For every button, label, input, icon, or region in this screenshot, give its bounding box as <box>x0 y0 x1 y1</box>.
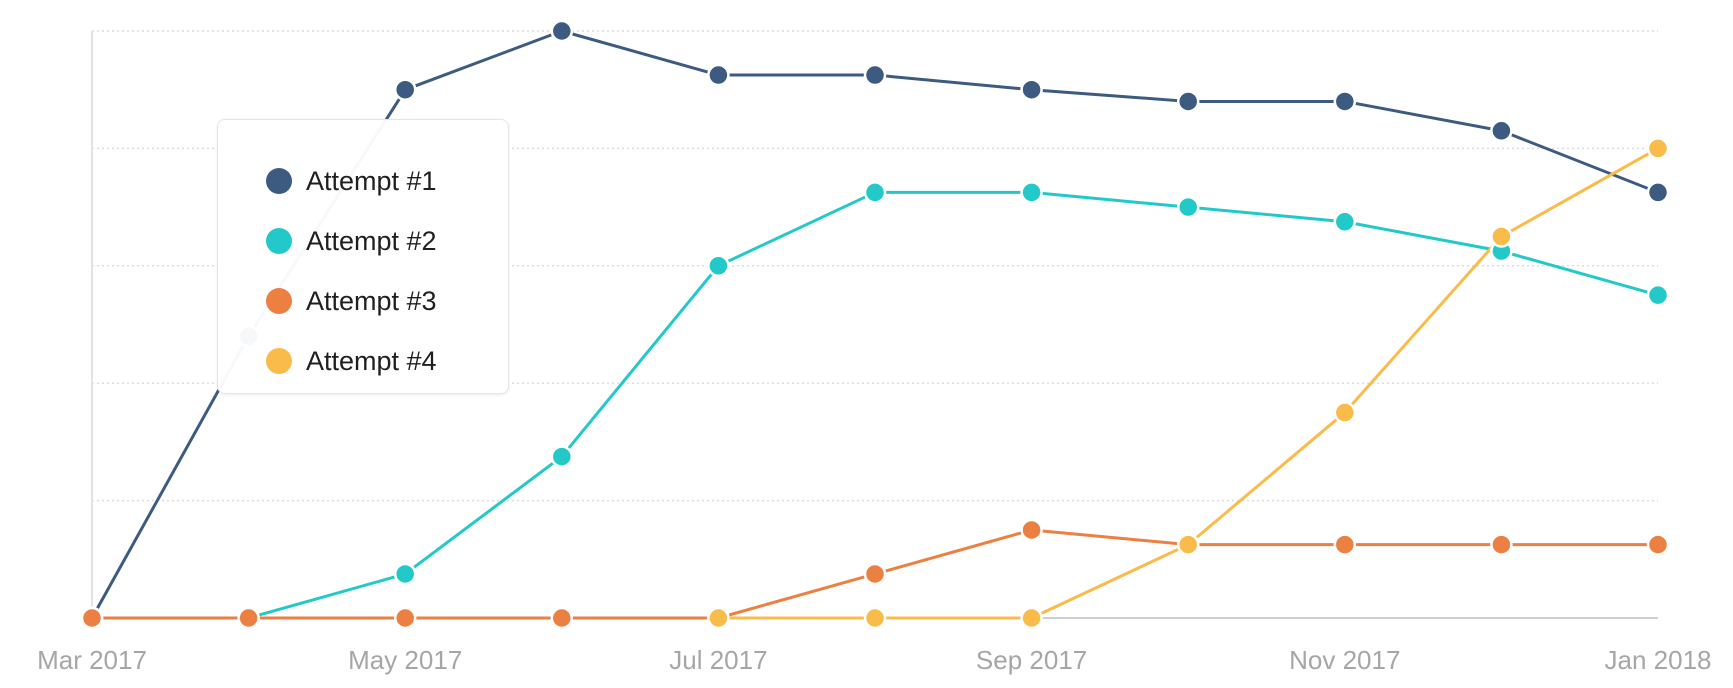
legend-label-attempt-2: Attempt #2 <box>306 225 437 256</box>
legend-label-attempt-1: Attempt #1 <box>306 165 437 196</box>
data-point-attempt-1[interactable] <box>393 78 417 101</box>
data-point-attempt-1[interactable] <box>1176 90 1200 113</box>
data-point-attempt-1[interactable] <box>1333 90 1357 113</box>
legend-item-attempt-3[interactable]: Attempt #3 <box>266 271 508 331</box>
x-tick-label: Jul 2017 <box>669 645 767 675</box>
x-tick-label: Sep 2017 <box>976 645 1087 675</box>
data-point-attempt-2[interactable] <box>863 181 887 204</box>
data-point-attempt-1[interactable] <box>550 19 574 43</box>
data-point-attempt-1[interactable] <box>863 63 887 87</box>
data-point-attempt-2[interactable] <box>707 254 730 278</box>
legend-label-attempt-4: Attempt #4 <box>306 345 437 376</box>
data-point-attempt-3[interactable] <box>393 606 417 630</box>
data-point-attempt-3[interactable] <box>1490 533 1513 556</box>
data-point-attempt-1[interactable] <box>1646 181 1670 204</box>
legend-item-attempt-4[interactable]: Attempt #4 <box>266 331 508 391</box>
data-point-attempt-3[interactable] <box>863 562 887 586</box>
data-point-attempt-2[interactable] <box>1333 210 1357 234</box>
data-point-attempt-1[interactable] <box>707 63 730 87</box>
data-point-attempt-3[interactable] <box>237 606 260 630</box>
legend-item-attempt-2[interactable]: Attempt #2 <box>266 211 508 271</box>
data-point-attempt-4[interactable] <box>1490 225 1513 248</box>
data-point-attempt-4[interactable] <box>863 606 887 630</box>
data-point-attempt-3[interactable] <box>550 606 574 630</box>
data-point-attempt-3[interactable] <box>1333 533 1357 556</box>
legend-item-attempt-1[interactable]: Attempt #1 <box>266 151 508 211</box>
data-point-attempt-3[interactable] <box>80 606 104 630</box>
data-point-attempt-4[interactable] <box>707 606 730 630</box>
x-tick-label: Jan 2018 <box>1605 645 1712 675</box>
legend-swatch-attempt-2 <box>266 228 292 254</box>
data-point-attempt-1[interactable] <box>1490 119 1513 143</box>
data-point-attempt-2[interactable] <box>1646 283 1670 307</box>
data-point-attempt-4[interactable] <box>1020 606 1043 630</box>
legend-swatch-attempt-4 <box>266 348 292 374</box>
data-point-attempt-2[interactable] <box>550 445 574 468</box>
legend-swatch-attempt-1 <box>266 168 292 194</box>
data-point-attempt-4[interactable] <box>1176 533 1200 556</box>
chart-legend: Attempt #1 Attempt #2 Attempt #3 Attempt… <box>217 119 509 394</box>
data-point-attempt-2[interactable] <box>393 562 417 586</box>
x-tick-label: Nov 2017 <box>1289 645 1400 675</box>
data-point-attempt-1[interactable] <box>1020 78 1043 101</box>
x-tick-label: Mar 2017 <box>37 645 147 675</box>
data-point-attempt-2[interactable] <box>1020 181 1043 204</box>
data-point-attempt-2[interactable] <box>1176 195 1200 219</box>
legend-swatch-attempt-3 <box>266 288 292 314</box>
data-point-attempt-3[interactable] <box>1646 533 1670 556</box>
data-point-attempt-3[interactable] <box>1020 518 1043 542</box>
x-tick-label: May 2017 <box>348 645 462 675</box>
data-point-attempt-4[interactable] <box>1333 401 1357 424</box>
x-axis-tick-labels: Mar 2017 May 2017 Jul 2017 Sep 2017 Nov 2017… <box>37 645 1711 675</box>
data-point-attempt-4[interactable] <box>1646 137 1670 160</box>
legend-label-attempt-3: Attempt #3 <box>306 285 437 316</box>
